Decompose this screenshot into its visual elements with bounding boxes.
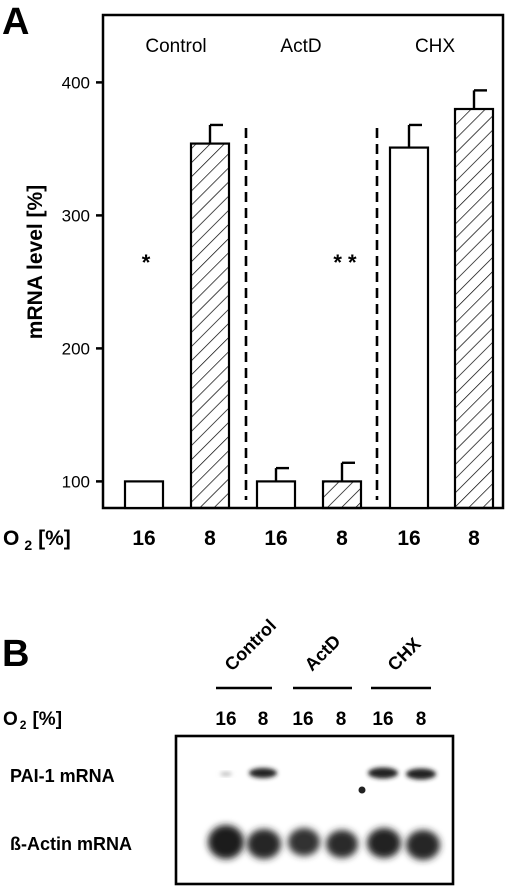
- pai1-band-lane-6: [406, 768, 436, 780]
- plot-frame: [101, 13, 505, 510]
- pai1-band-lane-2: [249, 768, 277, 778]
- blot-group-actd: ActD: [301, 631, 345, 675]
- actin-band-lane-6: [406, 830, 440, 860]
- y-tick-label: 100: [62, 472, 90, 491]
- blot-frame: [174, 734, 455, 886]
- actin-band-lane-2: [247, 829, 281, 859]
- annotation-actd: * *: [333, 250, 357, 275]
- group-label-control: Control: [145, 36, 206, 57]
- actin-band-lane-5: [367, 828, 401, 858]
- row-label-pai1: PAI-1 mRNA: [10, 766, 115, 786]
- bar-4: [321, 480, 363, 510]
- panel-a-letter: A: [2, 1, 29, 43]
- y-tick-label: 300: [62, 206, 90, 225]
- bar-5: [388, 146, 430, 510]
- bar-2: [189, 142, 231, 510]
- group-label-chx: CHX: [415, 36, 455, 57]
- lane-label-6: 8: [416, 709, 427, 730]
- actin-band-lane-3: [288, 828, 320, 856]
- y-axis-label: mRNA level [%]: [24, 185, 47, 339]
- group-label-actd: ActD: [280, 36, 321, 57]
- actin-band-lane-1: [208, 825, 244, 859]
- x-tick-label-3: 16: [264, 527, 287, 550]
- pai1-band-lane-5: [368, 767, 398, 779]
- lane-label-5: 16: [372, 709, 393, 730]
- annotation-control: *: [142, 250, 151, 275]
- x-tick-label-4: 8: [336, 527, 348, 550]
- blot-speck: [358, 786, 366, 794]
- lane-label-3: 16: [292, 709, 313, 730]
- bar-3: [255, 480, 297, 510]
- lane-label-4: 8: [336, 709, 347, 730]
- o2-axis-label: O 2 [%]: [3, 527, 71, 553]
- x-tick-label-5: 16: [397, 527, 420, 550]
- x-tick-label-1: 16: [132, 527, 155, 550]
- lane-label-1: 16: [215, 709, 236, 730]
- blot-group-chx: CHX: [384, 634, 425, 675]
- x-tick-label-2: 8: [204, 527, 216, 550]
- blot-group-control: Control: [221, 615, 280, 674]
- panel-b-letter: B: [2, 633, 29, 675]
- actin-band-lane-4: [326, 830, 358, 858]
- bar-1: [123, 480, 165, 510]
- bar-6: [453, 107, 495, 510]
- row-label-actin: ß-Actin mRNA: [10, 834, 132, 854]
- y-tick-label: 200: [62, 339, 90, 358]
- pai1-band-lane-1: [220, 772, 232, 776]
- blot-o2-label: O 2 [%]: [3, 709, 62, 732]
- x-tick-label-6: 8: [468, 527, 480, 550]
- lane-label-2: 8: [258, 709, 269, 730]
- y-tick-label: 400: [62, 73, 90, 92]
